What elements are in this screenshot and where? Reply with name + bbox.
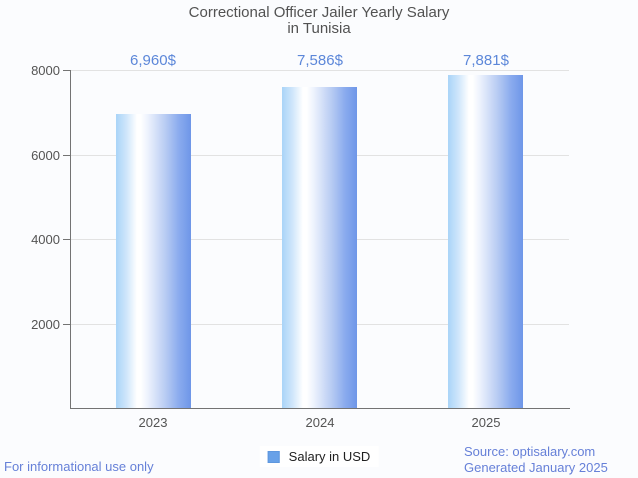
y-axis-tick (63, 239, 70, 240)
y-axis-tick (63, 155, 70, 156)
bar-2023[interactable] (116, 114, 191, 408)
y-axis-tick (63, 70, 70, 71)
x-axis-label: 2025 (471, 415, 501, 430)
y-axis-label: 8000 (31, 63, 60, 78)
x-axis-label: 2023 (138, 415, 168, 430)
x-axis-line (70, 408, 570, 409)
y-axis-tick (63, 324, 70, 325)
y-axis-label: 6000 (31, 148, 60, 163)
gridline (71, 70, 569, 71)
x-axis-label: 2024 (305, 415, 335, 430)
value-label: 7,586$ (297, 52, 343, 69)
legend-marker-icon (267, 450, 280, 463)
chart-attribution: Source: optisalary.com Generated January… (464, 444, 608, 475)
chart-title-line2: in Tunisia (287, 20, 351, 37)
chart-title: Correctional Officer Jailer Yearly Salar… (0, 5, 638, 37)
source-text: Source: optisalary.com (464, 444, 596, 459)
bar-2025[interactable] (448, 75, 523, 408)
bar-2024[interactable] (282, 87, 357, 408)
y-axis-label: 2000 (31, 317, 60, 332)
legend: Salary in USD (259, 446, 379, 467)
disclaimer-text: For informational use only (4, 459, 154, 474)
value-label: 7,881$ (463, 52, 509, 69)
chart-title-line1: Correctional Officer Jailer Yearly Salar… (188, 4, 450, 21)
y-axis-label: 4000 (31, 232, 60, 247)
value-label: 6,960$ (130, 52, 176, 69)
legend-label: Salary in USD (288, 449, 371, 464)
generated-text: Generated January 2025 (464, 459, 608, 475)
y-axis-line (70, 70, 71, 409)
